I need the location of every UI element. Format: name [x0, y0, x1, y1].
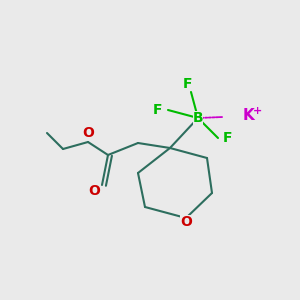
Text: O: O [82, 126, 94, 140]
Text: F: F [153, 103, 163, 117]
Text: +: + [254, 106, 262, 116]
Text: O: O [88, 184, 100, 198]
Text: F: F [223, 131, 233, 145]
Text: O: O [180, 215, 192, 229]
Text: K: K [242, 109, 254, 124]
Text: B: B [193, 111, 203, 125]
Text: F: F [183, 77, 193, 91]
